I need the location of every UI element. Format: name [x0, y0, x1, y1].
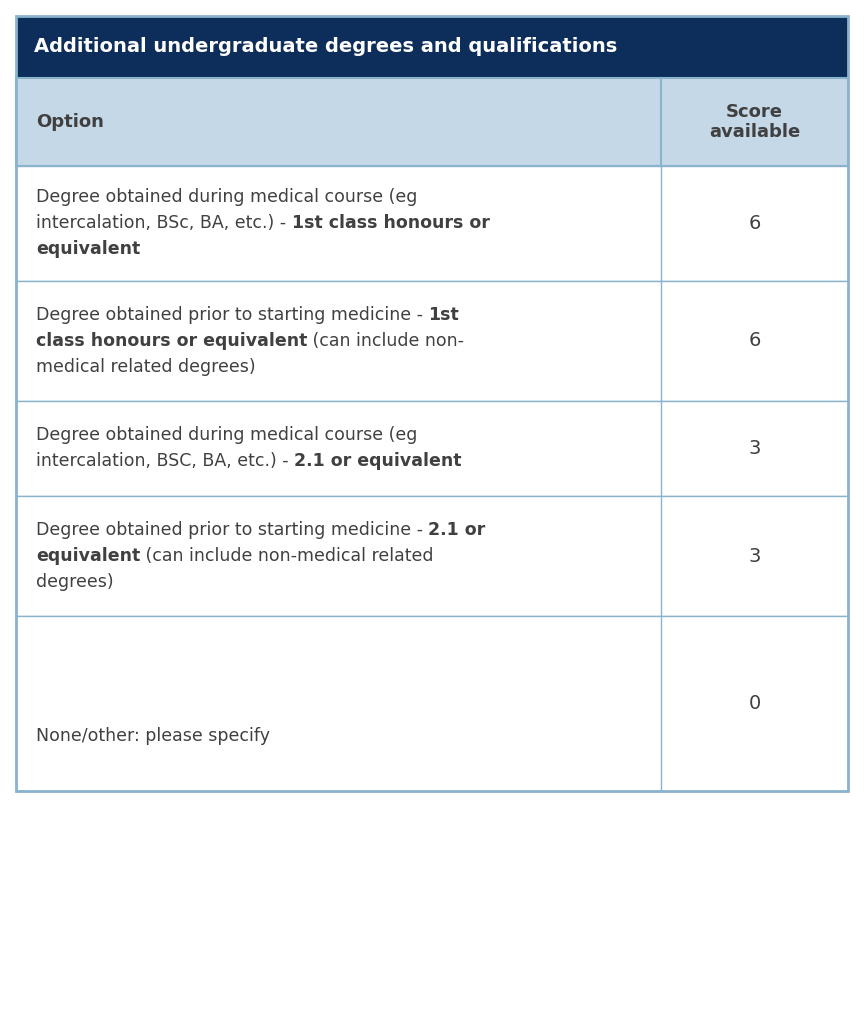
- Text: 2.1 or equivalent: 2.1 or equivalent: [294, 453, 461, 470]
- Text: 1st: 1st: [429, 306, 460, 324]
- Text: 2.1 or: 2.1 or: [429, 521, 486, 539]
- Text: intercalation, BSc, BA, etc.) -: intercalation, BSc, BA, etc.) -: [36, 215, 292, 232]
- Text: (can include non-medical related: (can include non-medical related: [140, 547, 434, 565]
- Text: 6: 6: [748, 214, 760, 233]
- Text: equivalent: equivalent: [36, 547, 140, 565]
- Text: Degree obtained during medical course (eg: Degree obtained during medical course (e…: [36, 189, 417, 206]
- Text: Score
available: Score available: [708, 103, 800, 142]
- Text: Degree obtained during medical course (eg: Degree obtained during medical course (e…: [36, 426, 417, 445]
- Bar: [16, 16, 848, 78]
- Text: Option: Option: [36, 113, 104, 131]
- Text: 0: 0: [748, 694, 760, 713]
- Bar: [16, 281, 848, 401]
- Text: class honours or equivalent: class honours or equivalent: [36, 332, 308, 350]
- Text: 3: 3: [748, 439, 760, 458]
- Text: Additional undergraduate degrees and qualifications: Additional undergraduate degrees and qua…: [34, 38, 617, 56]
- Text: 3: 3: [748, 546, 760, 566]
- Text: 1st class honours or: 1st class honours or: [292, 215, 490, 232]
- Bar: [16, 496, 848, 616]
- Text: equivalent: equivalent: [36, 240, 140, 259]
- Bar: [16, 16, 848, 791]
- Bar: [16, 401, 848, 496]
- Bar: [16, 78, 848, 166]
- Text: Degree obtained prior to starting medicine -: Degree obtained prior to starting medici…: [36, 521, 429, 539]
- Text: intercalation, BSC, BA, etc.) -: intercalation, BSC, BA, etc.) -: [36, 453, 294, 470]
- Text: Degree obtained prior to starting medicine -: Degree obtained prior to starting medici…: [36, 306, 429, 324]
- Bar: [16, 166, 848, 281]
- Text: degrees): degrees): [36, 573, 114, 591]
- Text: 6: 6: [748, 332, 760, 350]
- Text: (can include non-: (can include non-: [308, 332, 464, 350]
- Text: None/other: please specify: None/other: please specify: [36, 727, 270, 745]
- Bar: [16, 616, 848, 791]
- Text: medical related degrees): medical related degrees): [36, 358, 256, 376]
